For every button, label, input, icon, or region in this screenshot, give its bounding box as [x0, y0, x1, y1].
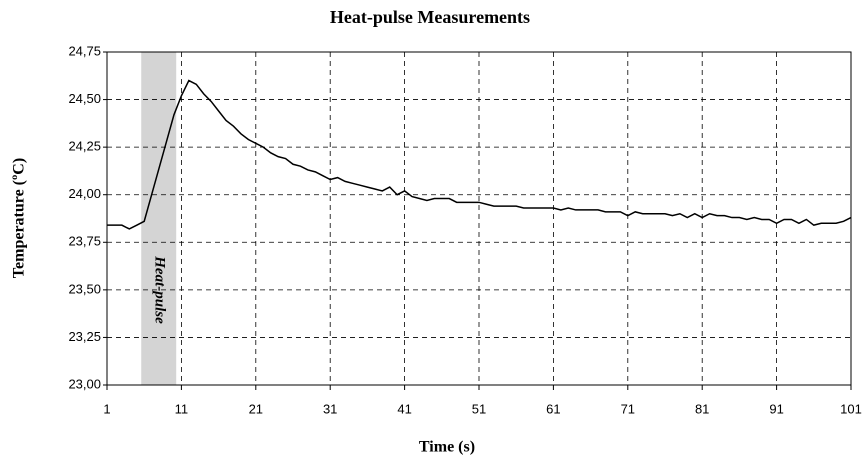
- y-tick-label: 23,50: [68, 281, 101, 296]
- y-tick-label: 24,75: [68, 43, 101, 58]
- annotation-band: [141, 52, 177, 385]
- annotation-label: Heat-pulse: [151, 255, 167, 324]
- y-tick-label: 23,00: [68, 376, 101, 391]
- y-tick-label: 24,00: [68, 186, 101, 201]
- x-tick-label: 51: [472, 401, 486, 416]
- y-tick-label: 23,75: [68, 234, 101, 249]
- x-axis-label: Time (s): [419, 439, 475, 456]
- x-tick-label: 91: [769, 401, 783, 416]
- data-line: [107, 79, 852, 230]
- chart-title: Heat-pulse Measurements: [330, 7, 530, 27]
- x-tick-label: 61: [546, 401, 560, 416]
- x-tick-label: 101: [840, 401, 862, 416]
- y-tick-label: 23,25: [68, 329, 101, 344]
- x-tick-label: 81: [695, 401, 709, 416]
- x-tick-label: 1: [103, 401, 110, 416]
- y-tick-label: 24,50: [68, 91, 101, 106]
- x-tick-label: 21: [249, 401, 263, 416]
- y-axis-label: Temperature (ºC): [11, 158, 28, 278]
- x-tick-label: 41: [397, 401, 411, 416]
- x-tick-label: 31: [323, 401, 337, 416]
- y-tick-label: 24,25: [68, 139, 101, 154]
- plot-frame: [106, 51, 852, 386]
- x-tick-label: 71: [621, 401, 635, 416]
- x-tick-label: 11: [175, 401, 189, 416]
